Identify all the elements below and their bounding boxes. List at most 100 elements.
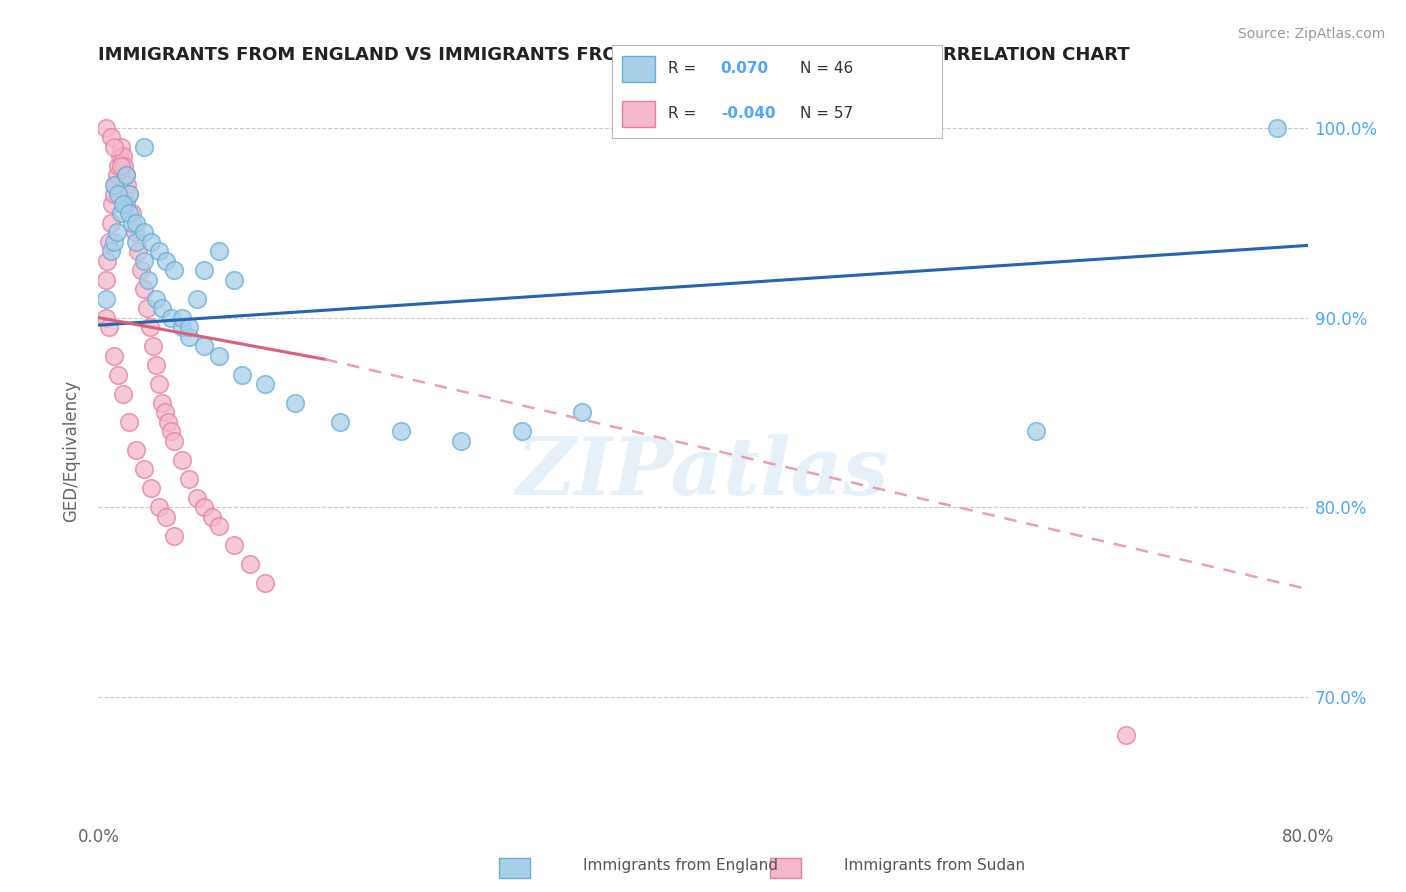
Point: [127, 244, 149, 259]
Point: [112, 159, 135, 173]
Point: [148, 500, 170, 515]
Point: [125, 216, 148, 230]
Point: [201, 509, 224, 524]
Point: [1267, 120, 1289, 135]
Point: [571, 405, 593, 419]
Point: [253, 576, 276, 591]
Point: [105, 225, 128, 239]
Point: [239, 558, 262, 572]
Point: [108, 149, 131, 163]
Point: [132, 139, 155, 153]
Point: [208, 519, 231, 533]
FancyBboxPatch shape: [621, 101, 655, 127]
Point: [193, 339, 215, 353]
Point: [170, 320, 193, 334]
Point: [107, 159, 129, 173]
Point: [103, 235, 125, 249]
Point: [145, 292, 167, 306]
Point: [389, 425, 412, 439]
Point: [170, 310, 193, 325]
Point: [114, 168, 136, 182]
Point: [510, 425, 533, 439]
Point: [110, 139, 132, 153]
Point: [103, 187, 125, 202]
Point: [118, 415, 141, 429]
Point: [284, 396, 307, 410]
Point: [94, 120, 117, 135]
Point: [132, 462, 155, 476]
Point: [103, 349, 125, 363]
Point: [231, 368, 253, 382]
Point: [96, 253, 118, 268]
Text: ZIPatlas: ZIPatlas: [517, 434, 889, 511]
Point: [163, 263, 186, 277]
Point: [179, 472, 201, 486]
Point: [111, 386, 134, 401]
Point: [179, 320, 201, 334]
Point: [114, 196, 136, 211]
Point: [125, 443, 148, 458]
Point: [135, 301, 157, 315]
Point: [150, 396, 173, 410]
Point: [141, 235, 163, 249]
Point: [139, 320, 162, 334]
Text: N = 57: N = 57: [800, 106, 853, 121]
Point: [110, 159, 132, 173]
Point: [148, 377, 170, 392]
Point: [1024, 425, 1046, 439]
Point: [100, 130, 122, 145]
Text: -0.040: -0.040: [721, 106, 775, 121]
Point: [103, 139, 125, 153]
Text: 0.070: 0.070: [721, 62, 769, 77]
Point: [104, 178, 127, 192]
Point: [163, 529, 186, 543]
Point: [125, 235, 148, 249]
Point: [224, 272, 246, 286]
Point: [94, 310, 117, 325]
Point: [155, 253, 177, 268]
Text: N = 46: N = 46: [800, 62, 853, 77]
Point: [145, 358, 167, 372]
Point: [132, 253, 155, 268]
Point: [98, 320, 121, 334]
Point: [136, 272, 159, 286]
FancyBboxPatch shape: [621, 56, 655, 82]
Point: [186, 491, 208, 505]
Point: [186, 292, 208, 306]
Point: [111, 149, 134, 163]
Point: [1115, 728, 1137, 742]
Text: Source: ZipAtlas.com: Source: ZipAtlas.com: [1237, 27, 1385, 41]
Point: [150, 301, 173, 315]
Text: Immigrants from Sudan: Immigrants from Sudan: [844, 858, 1025, 872]
Point: [142, 339, 165, 353]
Point: [118, 187, 141, 202]
Point: [132, 282, 155, 296]
Point: [114, 168, 136, 182]
Point: [193, 500, 215, 515]
Point: [450, 434, 472, 448]
Point: [160, 310, 183, 325]
Point: [124, 225, 146, 239]
Y-axis label: GED/Equivalency: GED/Equivalency: [62, 379, 80, 522]
Point: [100, 244, 122, 259]
Point: [329, 415, 352, 429]
Text: Immigrants from England: Immigrants from England: [583, 858, 779, 872]
Point: [208, 244, 231, 259]
Point: [101, 196, 124, 211]
Text: IMMIGRANTS FROM ENGLAND VS IMMIGRANTS FROM SUDAN GED/EQUIVALENCY CORRELATION CHA: IMMIGRANTS FROM ENGLAND VS IMMIGRANTS FR…: [98, 45, 1130, 63]
Point: [118, 187, 141, 202]
Point: [100, 216, 122, 230]
Point: [94, 272, 117, 286]
Point: [111, 196, 134, 211]
Point: [148, 244, 170, 259]
Point: [132, 225, 155, 239]
Point: [163, 434, 186, 448]
Point: [170, 453, 193, 467]
Point: [94, 292, 117, 306]
Point: [179, 329, 201, 343]
Point: [121, 216, 143, 230]
Point: [115, 178, 138, 192]
Text: R =: R =: [668, 62, 702, 77]
Point: [208, 349, 231, 363]
Point: [153, 405, 176, 419]
